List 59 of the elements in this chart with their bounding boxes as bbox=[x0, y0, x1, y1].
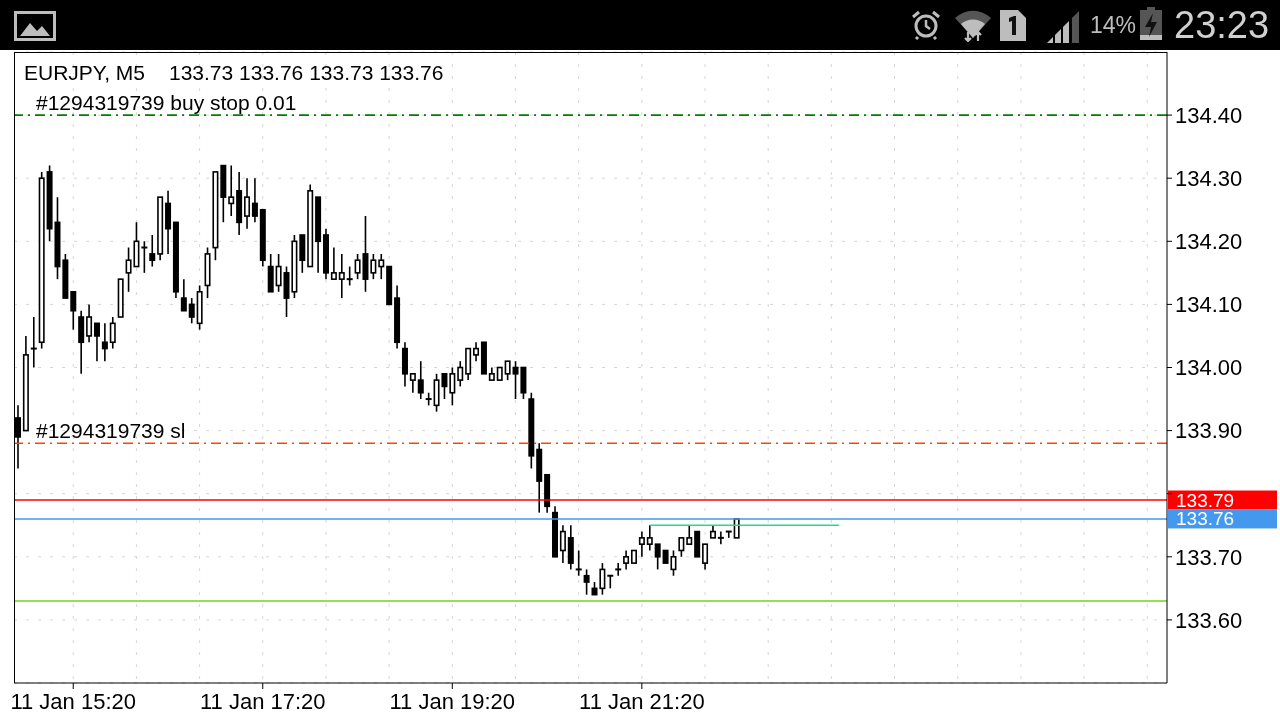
candlestick bbox=[606, 574, 615, 590]
candlestick bbox=[457, 360, 464, 388]
y-tick-label: 134.00 bbox=[1175, 355, 1243, 381]
candlestick bbox=[473, 341, 480, 362]
candlestick bbox=[244, 177, 251, 230]
chart-subtitle: 133.73 133.76 133.73 133.76 bbox=[169, 60, 444, 86]
candlestick bbox=[251, 177, 258, 224]
candlestick bbox=[29, 316, 38, 369]
y-tick-label: 134.20 bbox=[1175, 229, 1243, 255]
candlestick bbox=[109, 316, 116, 350]
candlestick bbox=[686, 524, 693, 545]
candlestick bbox=[646, 524, 653, 552]
y-tick-label: 133.90 bbox=[1175, 418, 1243, 444]
candlestick bbox=[583, 568, 590, 596]
candlestick bbox=[140, 240, 149, 274]
candlestick bbox=[370, 253, 377, 280]
candlestick bbox=[188, 297, 195, 325]
candlestick bbox=[93, 322, 100, 362]
candlestick bbox=[338, 253, 345, 299]
x-tick-label: 11 Jan 19:20 bbox=[389, 688, 516, 714]
candlestick bbox=[101, 322, 108, 362]
ref-line-label: #1294319739 sl bbox=[36, 419, 186, 443]
candlestick bbox=[678, 537, 685, 558]
x-tick-label: 11 Jan 17:20 bbox=[199, 688, 326, 714]
y-tick-label: 133.70 bbox=[1175, 544, 1243, 570]
candlestick bbox=[228, 164, 235, 217]
x-tick-label: 11 Jan 21:20 bbox=[579, 688, 705, 714]
y-tick-label: 134.10 bbox=[1175, 292, 1243, 318]
y-tick-label: 134.30 bbox=[1175, 166, 1243, 192]
x-tick-label: 11 Jan 15:20 bbox=[10, 688, 137, 714]
candlestick bbox=[702, 543, 709, 571]
y-tick-label: 134.40 bbox=[1175, 102, 1243, 128]
y-tick-label: 133.60 bbox=[1175, 607, 1243, 633]
candlestick bbox=[378, 253, 385, 280]
candlestick bbox=[149, 234, 156, 268]
candlestick bbox=[574, 549, 583, 577]
candlestick bbox=[724, 530, 733, 539]
candlestick bbox=[559, 524, 566, 564]
candlestick bbox=[449, 366, 456, 407]
candlestick bbox=[86, 303, 93, 344]
candlestick bbox=[716, 530, 725, 545]
ref-line-label: #1294319739 buy stop 0.01 bbox=[36, 91, 297, 115]
ref-line-label: 133.76 bbox=[1176, 508, 1235, 530]
candlestick bbox=[330, 246, 337, 280]
chart-title: EURJPY, M5 bbox=[24, 60, 145, 86]
status-bar: 14% 23:23 bbox=[0, 0, 1280, 50]
candlestick bbox=[504, 360, 511, 381]
candlestick bbox=[417, 360, 424, 400]
candlestick bbox=[409, 373, 416, 394]
candlestick bbox=[180, 278, 187, 312]
ref-line-label: 133.79 bbox=[1176, 489, 1235, 511]
candlestick bbox=[275, 253, 282, 293]
candlestick bbox=[654, 543, 661, 571]
candlestick bbox=[15, 404, 21, 470]
candlestick bbox=[70, 290, 77, 331]
candlestick bbox=[638, 530, 645, 558]
candlestick bbox=[345, 265, 354, 287]
candlestick bbox=[614, 562, 623, 577]
candlestick bbox=[623, 549, 630, 571]
